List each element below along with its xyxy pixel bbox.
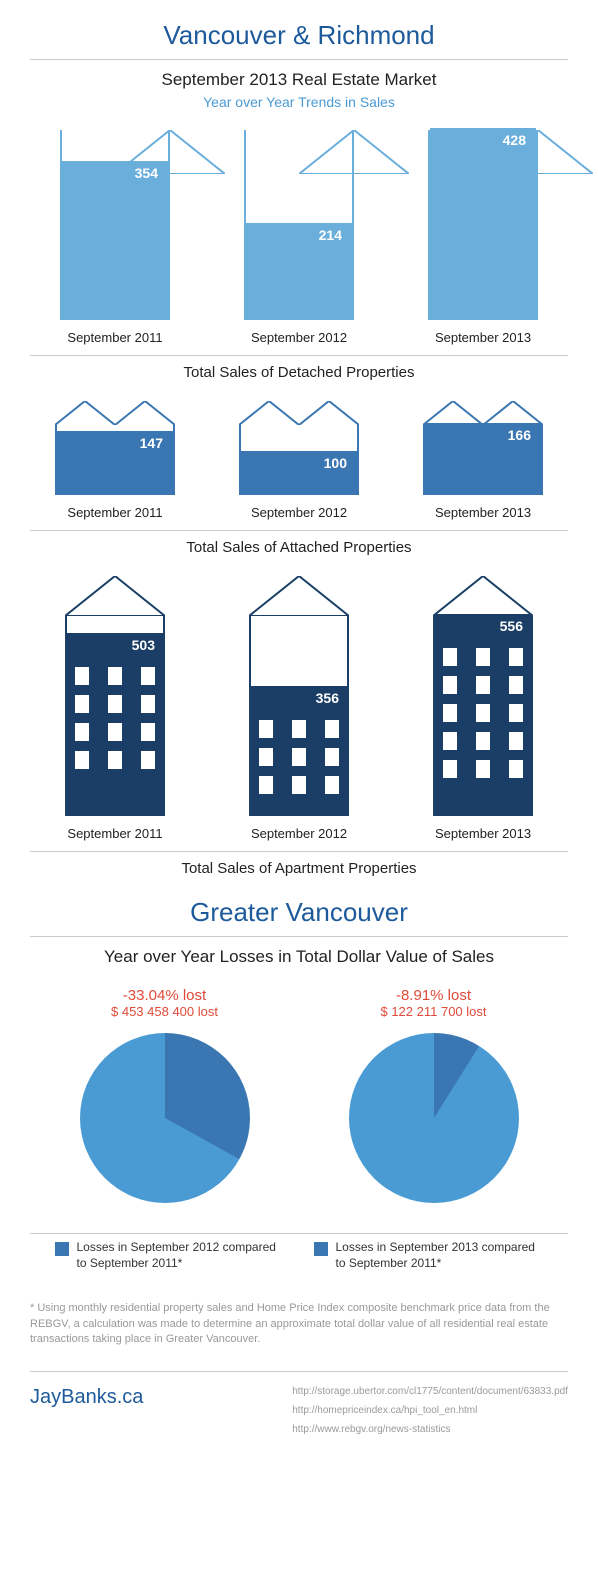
period-label: September 2011 <box>67 330 162 345</box>
pie-chart: -8.91% lost $ 122 211 700 lost <box>324 987 544 1203</box>
attached-item: 100 September 2012 <box>224 401 374 520</box>
legend-swatch-icon <box>314 1242 328 1256</box>
source-link: http://homepriceindex.ca/hpi_tool_en.htm… <box>292 1405 568 1416</box>
period-label: September 2013 <box>435 826 531 841</box>
brand: JayBanks.ca <box>30 1386 143 1409</box>
greater-subtitle: Year over Year Losses in Total Dollar Va… <box>30 947 568 967</box>
apartment-icon: 556 <box>433 576 533 816</box>
apartment-item: 503 September 2011 <box>40 576 190 841</box>
attached-caption: Total Sales of Attached Properties <box>30 539 568 556</box>
detached-caption: Total Sales of Detached Properties <box>30 364 568 381</box>
detached-row: 354 September 2011 214 September 2012 <box>30 130 568 345</box>
divider <box>30 530 568 531</box>
legend-swatch-icon <box>55 1242 69 1256</box>
pies-row: -33.04% lost $ 453 458 400 lost -8.91% l… <box>30 987 568 1203</box>
divider <box>30 936 568 937</box>
attached-row: 147 September 2011 100 September 2012 <box>30 401 568 520</box>
apartment-row: 503 September 2011 <box>30 576 568 841</box>
apartment-caption: Total Sales of Apartment Properties <box>30 860 568 877</box>
pie-icon <box>80 1033 250 1203</box>
pie-chart: -33.04% lost $ 453 458 400 lost <box>55 987 275 1203</box>
attached-icon: 147 <box>55 401 175 495</box>
footer: JayBanks.ca http://storage.ubertor.com/c… <box>30 1371 568 1435</box>
period-label: September 2011 <box>67 505 162 520</box>
legend-text: Losses in September 2012 compared to Sep… <box>77 1240 285 1271</box>
divider <box>30 59 568 60</box>
sources: http://storage.ubertor.com/cl1775/conten… <box>292 1386 568 1435</box>
house-icon: 428 <box>428 130 538 320</box>
detached-item: 354 September 2011 <box>40 130 190 345</box>
loss-amount: $ 453 458 400 lost <box>55 1004 275 1019</box>
apartment-item: 556 September 2013 <box>408 576 558 841</box>
apartment-icon: 356 <box>249 576 349 816</box>
detached-item: 428 September 2013 <box>408 130 558 345</box>
house-icon: 214 <box>244 130 354 320</box>
period-label: September 2013 <box>435 505 531 520</box>
period-label: September 2012 <box>251 505 347 520</box>
attached-item: 147 September 2011 <box>40 401 190 520</box>
period-label: September 2013 <box>435 330 531 345</box>
loss-pct: -8.91% lost <box>324 987 544 1004</box>
value-label: 214 <box>319 227 342 243</box>
apartment-item: 356 September 2012 <box>224 576 374 841</box>
loss-amount: $ 122 211 700 lost <box>324 1004 544 1019</box>
legend-item: Losses in September 2012 compared to Sep… <box>55 1240 285 1271</box>
divider <box>30 1233 568 1234</box>
legend-text: Losses in September 2013 compared to Sep… <box>336 1240 544 1271</box>
value-label: 354 <box>135 165 158 181</box>
value-label: 147 <box>140 435 163 451</box>
attached-item: 166 September 2013 <box>408 401 558 520</box>
source-link: http://storage.ubertor.com/cl1775/conten… <box>292 1386 568 1397</box>
page-subtitle: September 2013 Real Estate Market <box>30 70 568 90</box>
value-label: 356 <box>316 690 339 706</box>
footnote: * Using monthly residential property sal… <box>30 1301 568 1347</box>
house-icon: 354 <box>60 130 170 320</box>
value-label: 166 <box>508 427 531 443</box>
value-label: 503 <box>132 637 155 653</box>
greater-title: Greater Vancouver <box>30 897 568 928</box>
apartment-icon: 503 <box>65 576 165 816</box>
divider <box>30 355 568 356</box>
pie-icon <box>349 1033 519 1203</box>
value-label: 100 <box>324 455 347 471</box>
attached-icon: 166 <box>423 401 543 495</box>
page-title: Vancouver & Richmond <box>30 20 568 51</box>
legend-row: Losses in September 2012 compared to Sep… <box>30 1240 568 1271</box>
period-label: September 2012 <box>251 826 347 841</box>
page-tagline: Year over Year Trends in Sales <box>30 94 568 110</box>
detached-item: 214 September 2012 <box>224 130 374 345</box>
period-label: September 2012 <box>251 330 347 345</box>
value-label: 556 <box>500 618 523 634</box>
legend-item: Losses in September 2013 compared to Sep… <box>314 1240 544 1271</box>
value-label: 428 <box>503 132 526 148</box>
source-link: http://www.rebgv.org/news-statistics <box>292 1424 568 1435</box>
attached-icon: 100 <box>239 401 359 495</box>
period-label: September 2011 <box>67 826 162 841</box>
loss-pct: -33.04% lost <box>55 987 275 1004</box>
divider <box>30 851 568 852</box>
